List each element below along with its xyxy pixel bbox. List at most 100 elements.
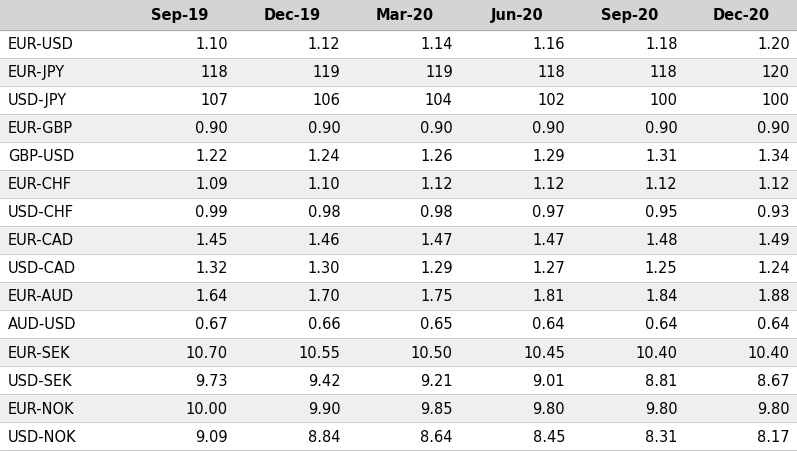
Text: EUR-CAD: EUR-CAD	[8, 233, 74, 248]
Text: 0.97: 0.97	[532, 205, 565, 220]
Text: Sep-19: Sep-19	[151, 8, 208, 23]
Text: EUR-GBP: EUR-GBP	[8, 121, 73, 136]
Text: Sep-20: Sep-20	[601, 8, 658, 23]
Text: 10.55: 10.55	[298, 345, 340, 360]
Bar	[0, 422, 797, 450]
Text: 9.90: 9.90	[308, 400, 340, 416]
Text: 118: 118	[200, 65, 228, 80]
Text: 1.22: 1.22	[195, 149, 228, 164]
Text: 0.64: 0.64	[757, 317, 790, 332]
Text: 1.10: 1.10	[308, 177, 340, 192]
Text: 1.25: 1.25	[645, 261, 677, 276]
Text: Jun-20: Jun-20	[490, 8, 544, 23]
Text: 1.12: 1.12	[757, 177, 790, 192]
Text: 1.49: 1.49	[757, 233, 790, 248]
Bar	[0, 394, 797, 422]
Text: 0.98: 0.98	[308, 205, 340, 220]
Text: 1.18: 1.18	[645, 37, 677, 52]
Bar	[0, 31, 797, 59]
Bar	[0, 198, 797, 226]
Text: 1.24: 1.24	[757, 261, 790, 276]
Text: 1.12: 1.12	[645, 177, 677, 192]
Bar	[0, 143, 797, 170]
Text: 1.10: 1.10	[195, 37, 228, 52]
Text: 120: 120	[762, 65, 790, 80]
Text: 1.46: 1.46	[308, 233, 340, 248]
Text: 1.88: 1.88	[757, 289, 790, 304]
Text: USD-NOK: USD-NOK	[8, 428, 77, 444]
Text: 0.66: 0.66	[308, 317, 340, 332]
Text: 0.98: 0.98	[420, 205, 453, 220]
Text: 0.93: 0.93	[757, 205, 790, 220]
Text: EUR-SEK: EUR-SEK	[8, 345, 71, 360]
Text: 1.12: 1.12	[420, 177, 453, 192]
Text: 1.81: 1.81	[532, 289, 565, 304]
Text: 1.14: 1.14	[420, 37, 453, 52]
Text: 8.64: 8.64	[420, 428, 453, 444]
Text: 0.90: 0.90	[757, 121, 790, 136]
Text: 8.17: 8.17	[757, 428, 790, 444]
Bar	[0, 366, 797, 394]
Text: 8.84: 8.84	[308, 428, 340, 444]
Text: 1.30: 1.30	[308, 261, 340, 276]
Text: 100: 100	[762, 93, 790, 108]
Bar	[0, 115, 797, 143]
Text: 118: 118	[650, 65, 677, 80]
Text: 8.45: 8.45	[532, 428, 565, 444]
Bar	[0, 310, 797, 338]
Text: 1.16: 1.16	[532, 37, 565, 52]
Text: 1.64: 1.64	[195, 289, 228, 304]
Text: 119: 119	[312, 65, 340, 80]
Text: 9.09: 9.09	[195, 428, 228, 444]
Text: 9.85: 9.85	[420, 400, 453, 416]
Text: USD-CHF: USD-CHF	[8, 205, 74, 220]
Text: 9.42: 9.42	[308, 373, 340, 388]
Text: 1.29: 1.29	[420, 261, 453, 276]
Bar	[0, 226, 797, 254]
Text: 8.31: 8.31	[645, 428, 677, 444]
Bar	[0, 0, 797, 31]
Text: 0.95: 0.95	[645, 205, 677, 220]
Text: 0.90: 0.90	[308, 121, 340, 136]
Text: 118: 118	[537, 65, 565, 80]
Text: 1.31: 1.31	[645, 149, 677, 164]
Text: 10.40: 10.40	[748, 345, 790, 360]
Text: 1.47: 1.47	[532, 233, 565, 248]
Text: EUR-USD: EUR-USD	[8, 37, 74, 52]
Text: 10.40: 10.40	[635, 345, 677, 360]
Text: 1.75: 1.75	[420, 289, 453, 304]
Text: USD-JPY: USD-JPY	[8, 93, 67, 108]
Text: 9.73: 9.73	[195, 373, 228, 388]
Text: 102: 102	[537, 93, 565, 108]
Text: 119: 119	[425, 65, 453, 80]
Text: 9.80: 9.80	[757, 400, 790, 416]
Text: 1.47: 1.47	[420, 233, 453, 248]
Text: 0.90: 0.90	[532, 121, 565, 136]
Text: 1.09: 1.09	[195, 177, 228, 192]
Text: 1.26: 1.26	[420, 149, 453, 164]
Text: 1.20: 1.20	[757, 37, 790, 52]
Text: 106: 106	[312, 93, 340, 108]
Text: 107: 107	[200, 93, 228, 108]
Text: 0.90: 0.90	[420, 121, 453, 136]
Text: 8.67: 8.67	[757, 373, 790, 388]
Bar	[0, 170, 797, 198]
Text: 0.64: 0.64	[645, 317, 677, 332]
Bar	[0, 282, 797, 310]
Text: 1.48: 1.48	[645, 233, 677, 248]
Bar	[0, 254, 797, 282]
Text: 9.01: 9.01	[532, 373, 565, 388]
Text: 10.50: 10.50	[410, 345, 453, 360]
Text: AUD-USD: AUD-USD	[8, 317, 77, 332]
Text: 1.12: 1.12	[308, 37, 340, 52]
Text: EUR-JPY: EUR-JPY	[8, 65, 65, 80]
Text: 1.29: 1.29	[532, 149, 565, 164]
Text: USD-SEK: USD-SEK	[8, 373, 73, 388]
Text: 0.64: 0.64	[532, 317, 565, 332]
Text: 10.00: 10.00	[186, 400, 228, 416]
Text: 0.67: 0.67	[195, 317, 228, 332]
Text: 1.45: 1.45	[195, 233, 228, 248]
Text: 100: 100	[650, 93, 677, 108]
Text: 1.34: 1.34	[757, 149, 790, 164]
Text: 1.27: 1.27	[532, 261, 565, 276]
